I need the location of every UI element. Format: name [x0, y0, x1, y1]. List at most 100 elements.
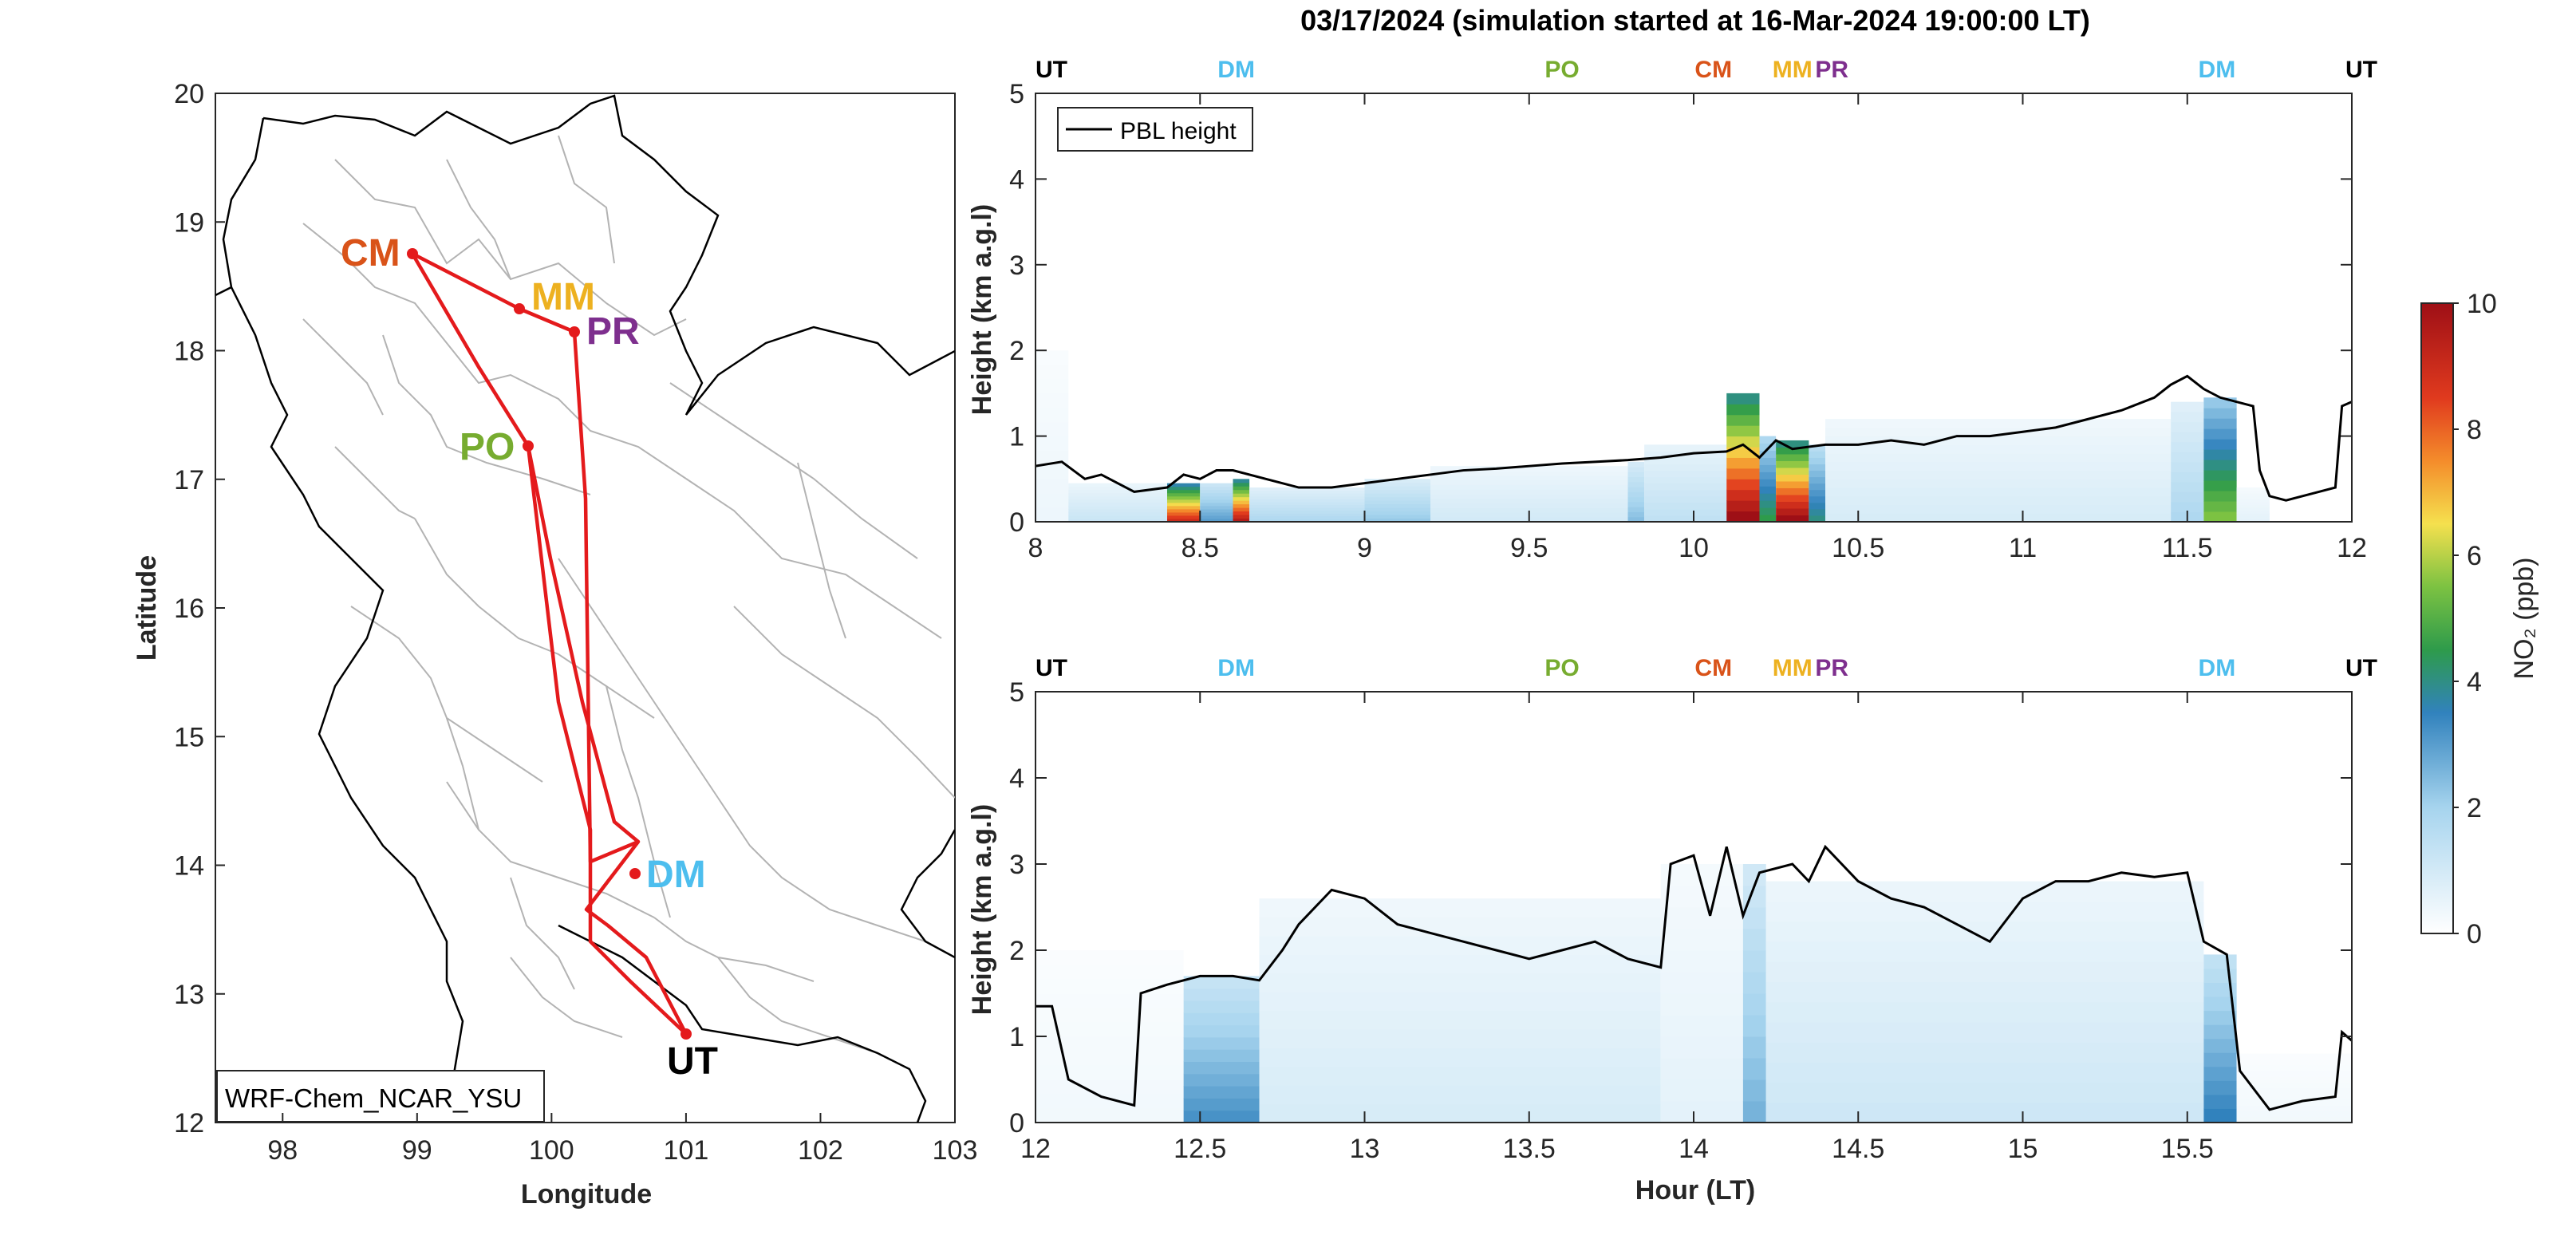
map-site-label-po: PO — [460, 426, 515, 468]
top-no2-cell — [1726, 500, 1760, 512]
top-x-ticks: 8 8.5 9 9.5 10 10.5 11 11.5 12 — [1028, 93, 2367, 563]
bot-no2-cell — [1036, 1094, 1184, 1109]
bot-no2-cell — [1742, 907, 1766, 929]
bot-no2-cell — [1765, 981, 2204, 1003]
bot-no2-cell — [1036, 965, 1184, 980]
top-no2-cell — [1068, 483, 1167, 487]
top-no2-cell — [1644, 483, 1727, 491]
map-x-tick-label: 102 — [798, 1135, 843, 1166]
model-label-box — [216, 1070, 545, 1123]
bot-no2-cell — [2203, 1094, 2237, 1109]
top-ylabel: Height (km a.g.l) — [967, 204, 997, 415]
colorbar-tick-label: 8 — [2467, 415, 2482, 445]
top-no2-cell — [1036, 421, 1069, 437]
top-no2-cell — [1430, 498, 1628, 504]
top-no2-cell — [2236, 504, 2270, 508]
bot-no2-cell — [1183, 1036, 1260, 1050]
bot-no2-cell — [1036, 950, 1184, 965]
top-no2-cell — [1627, 481, 1645, 487]
top-no2-cell — [1627, 476, 1645, 483]
bot-no2-cell — [2236, 1111, 2352, 1118]
top-no2-cell — [1644, 489, 1727, 497]
top-no2-cell — [1430, 475, 1628, 481]
bot-no2-cell — [2236, 1071, 2352, 1077]
top-no2-cell — [1430, 479, 1628, 485]
map-x-tick-label: 103 — [933, 1135, 978, 1166]
bot-no2-cell — [1742, 1036, 1766, 1059]
top-no2-cell — [1759, 464, 1777, 472]
bot-no2-cell — [2203, 1010, 2237, 1025]
top-site-label-ut: UT — [2345, 57, 2377, 83]
bot-no2-cell — [1036, 1036, 1184, 1052]
top-no2-cell — [1627, 487, 1645, 492]
top-no2-cell — [1644, 464, 1727, 472]
top-no2-cell — [1200, 492, 1233, 497]
top-no2-cell — [1233, 503, 1250, 508]
top-no2-cell — [1644, 515, 1727, 522]
top-no2-cell — [1809, 489, 1825, 497]
bot-no2-cell — [1259, 1029, 1661, 1048]
bot-no2-cell — [1259, 1010, 1661, 1030]
bot-no2-cell — [1660, 1036, 1743, 1059]
bot-no2-cell — [1036, 1079, 1184, 1095]
top-no2-cell — [1825, 504, 2172, 514]
top-no2-cell — [1364, 518, 1430, 522]
top-no2-cell — [1364, 482, 1430, 487]
map-x-tick-label: 100 — [529, 1135, 574, 1166]
top-no2-cell — [1776, 447, 1809, 455]
bot-no2-cell — [1742, 993, 1766, 1016]
bot-site-label-pr: PR — [1815, 655, 1848, 681]
top-no2-cell — [1249, 510, 1365, 514]
top-no2-cell — [2236, 495, 2270, 499]
bot-no2-cell — [1660, 1101, 1743, 1123]
top-no2-cell — [1068, 486, 1167, 491]
bot-no2-cell — [1765, 1042, 2204, 1063]
top-no2-cell — [1036, 393, 1069, 408]
top-no2-cell — [1759, 479, 1777, 487]
top-no2-cell — [1068, 518, 1167, 522]
bot-no2-cell — [1765, 1082, 2204, 1103]
top-no2-cell — [1759, 486, 1777, 494]
colorbar-ticks: 0 2 4 6 8 10 — [2453, 289, 2497, 949]
bot-no2-cell — [1765, 1001, 2204, 1023]
bot-no2-cell — [1183, 1061, 1260, 1075]
top-x-tick-label: 9 — [1357, 533, 1372, 563]
province-boundaries — [302, 135, 955, 1054]
top-site-label-dm: DM — [1217, 57, 1255, 83]
top-no2-cell — [1726, 457, 1760, 469]
top-no2-cell — [1430, 466, 1628, 472]
bottom-ylabel: Height (km a.g.l) — [967, 804, 997, 1015]
top-no2-cell — [1825, 444, 2172, 454]
top-no2-cell — [1200, 502, 1233, 507]
bot-no2-cell — [1036, 1008, 1184, 1023]
bot-no2-cell — [2236, 1087, 2352, 1095]
top-no2-cell — [1249, 493, 1365, 497]
top-no2-cell — [1759, 493, 1777, 501]
map-xlabel: Longitude — [521, 1179, 652, 1210]
top-no2-cell — [1364, 500, 1430, 505]
top-no2-cell — [1776, 453, 1809, 461]
bottom-y-ticks: 0 1 2 3 4 5 — [1009, 677, 2352, 1138]
top-no2-cell — [1167, 518, 1201, 522]
map-y-tick-label: 20 — [174, 79, 204, 109]
top-no2-cell — [1036, 507, 1069, 522]
top-no2-cell — [2171, 501, 2204, 512]
bot-y-tick-label: 1 — [1009, 1022, 1024, 1052]
bot-no2-cell — [1660, 993, 1743, 1016]
top-no2-cell — [1233, 493, 1250, 498]
bot-no2-cell — [1036, 1108, 1184, 1123]
map-y-tick-label: 18 — [174, 337, 204, 367]
bot-no2-cell — [2203, 982, 2237, 997]
colorbar-tick-label: 10 — [2467, 289, 2497, 319]
site-markers-map — [407, 248, 692, 1040]
bottom-pbl-line — [1036, 844, 2352, 1111]
top-no2-cell — [1200, 515, 1233, 519]
top-x-tick-label: 10 — [1679, 533, 1709, 563]
top-site-markers: UT DM PO CM MM PR DM UT — [1036, 57, 2377, 83]
top-site-label-pr: PR — [1815, 57, 1848, 83]
bot-site-label-mm: MM — [1773, 655, 1813, 681]
top-no2-cell — [1644, 444, 1727, 452]
top-y-tick-label: 3 — [1009, 251, 1024, 281]
top-no2-cell — [1200, 508, 1233, 513]
